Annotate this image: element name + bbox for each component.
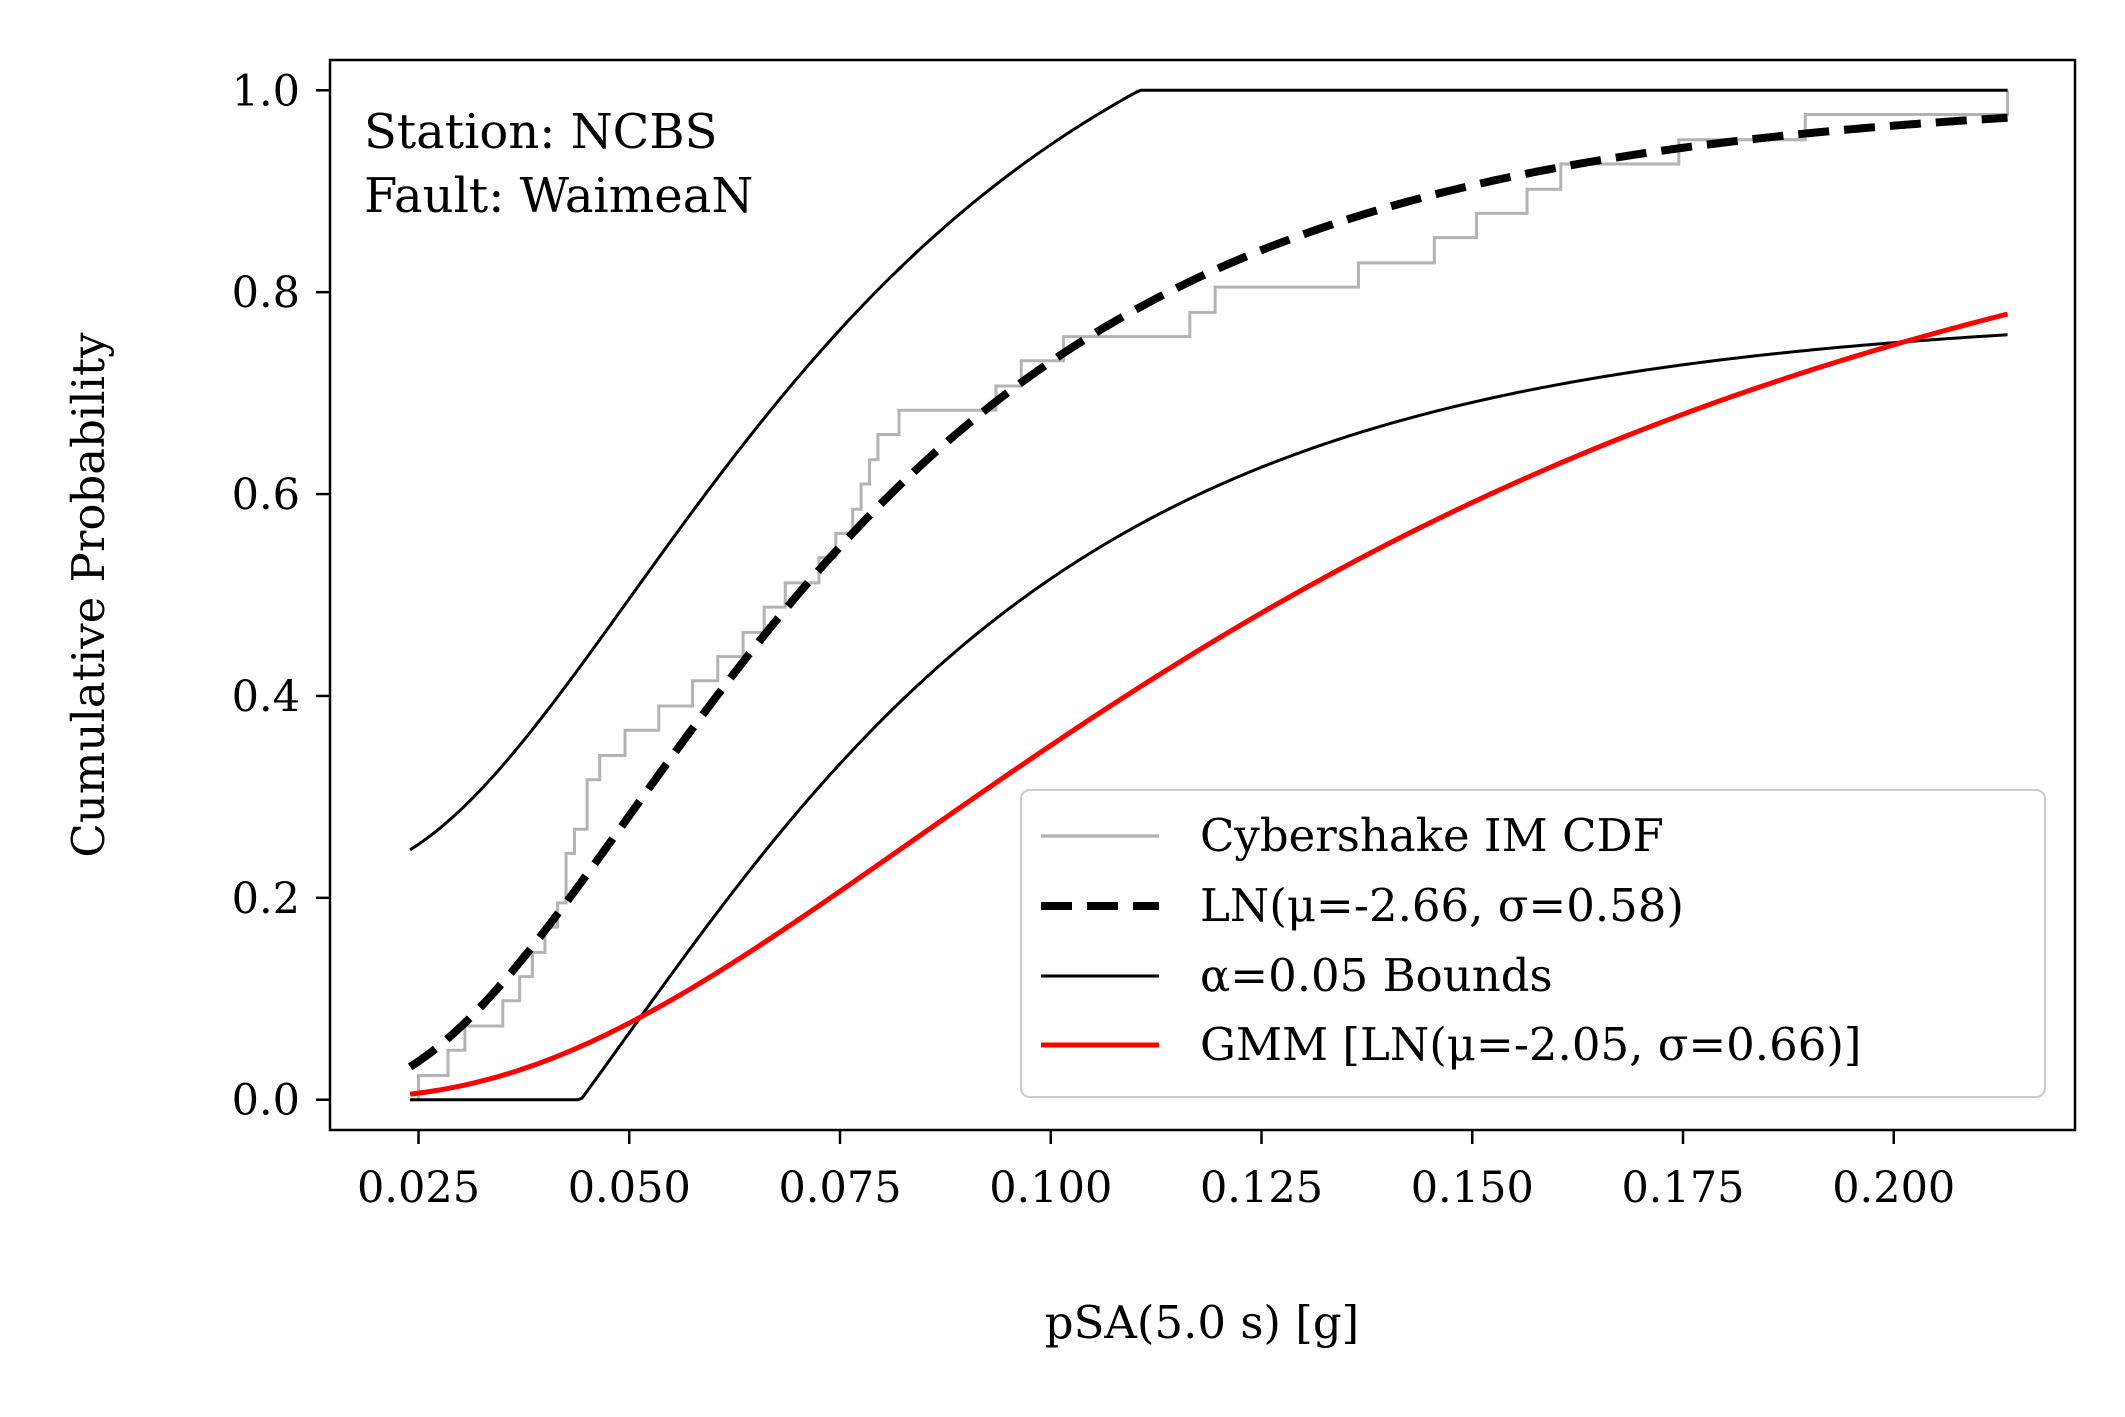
x-tick-label: 0.150 (1411, 1163, 1534, 1213)
legend-label-empirical: Cybershake IM CDF (1200, 809, 1664, 862)
y-tick-label: 1.0 (232, 66, 300, 116)
fault-annotation: Fault: WaimeaN (364, 168, 753, 224)
x-tick-label: 0.100 (989, 1163, 1112, 1213)
series-lognormal-fit (407, 113, 2008, 1071)
series-layer (407, 88, 2010, 1102)
legend-label-gmm: GMM [LN(μ=-2.05, σ=0.66)] (1200, 1018, 1861, 1071)
y-tick-label: 0.0 (232, 1076, 300, 1126)
x-tick-label: 0.050 (568, 1163, 691, 1213)
x-axis-label: pSA(5.0 s) [g] (1045, 1296, 1359, 1349)
y-axis: 0.0 0.2 0.4 0.6 0.8 1.0 (232, 66, 330, 1126)
x-tick-label: 0.125 (1200, 1163, 1323, 1213)
x-tick-label: 0.175 (1621, 1163, 1744, 1213)
y-tick-label: 0.6 (232, 470, 300, 520)
x-tick-label: 0.200 (1832, 1163, 1955, 1213)
legend-label-lognormal-fit: LN(μ=-2.66, σ=0.58) (1200, 879, 1684, 932)
plot-area (407, 88, 2010, 1102)
y-tick-label: 0.4 (232, 672, 300, 722)
y-tick-label: 0.8 (232, 268, 300, 318)
series-lower-bound (410, 333, 2008, 1102)
legend-label-bounds: α=0.05 Bounds (1200, 949, 1553, 1002)
y-axis-label: Cumulative Probability (62, 332, 115, 858)
x-tick-label: 0.025 (357, 1163, 480, 1213)
legend: Cybershake IM CDF LN(μ=-2.66, σ=0.58) α=… (1020, 789, 2046, 1098)
x-tick-label: 0.075 (778, 1163, 901, 1213)
station-annotation: Station: NCBS (364, 104, 718, 160)
series-upper-bound (409, 88, 2008, 852)
legend-box (1020, 789, 2046, 1098)
series-empirical-cdf (410, 90, 2010, 1102)
series-gmm (409, 311, 2009, 1097)
y-tick-label: 0.2 (232, 874, 300, 924)
x-axis: 0.025 0.050 0.075 0.100 0.125 0.150 0.175 0.200 (357, 1130, 1955, 1213)
plot-frame (328, 58, 2077, 1132)
